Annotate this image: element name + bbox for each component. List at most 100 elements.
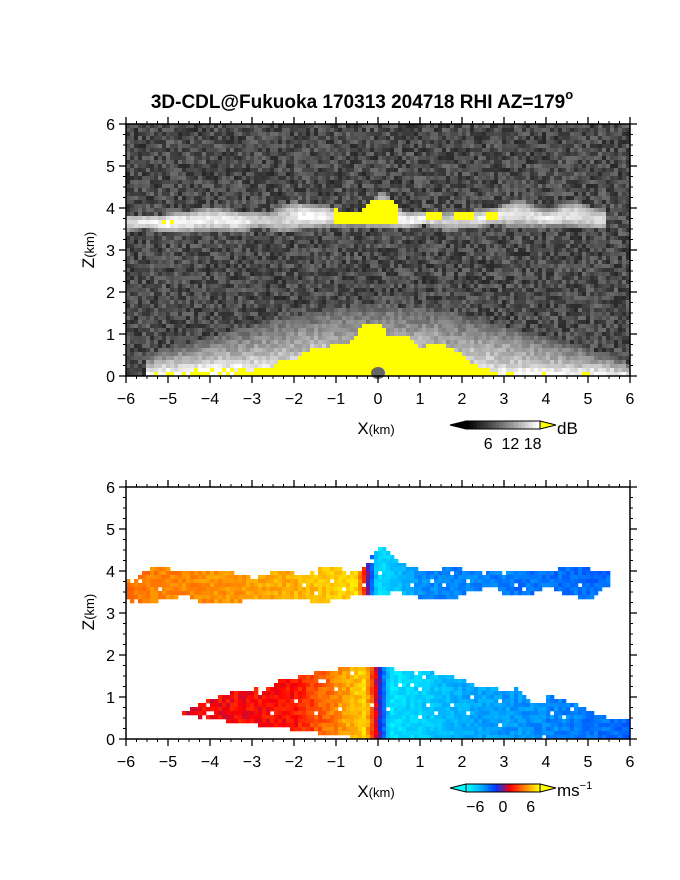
x-tick-label: −4: [201, 391, 219, 408]
velocity-colorbar: −6 0 6: [449, 783, 557, 816]
velocity-colorbar-unit: ms−1: [557, 780, 592, 800]
colorbar-swatch: [525, 784, 528, 792]
colorbar-swatch: [527, 784, 531, 792]
colorbar-low-arrow: [449, 420, 467, 430]
colorbar-swatch: [466, 784, 469, 792]
x-tick-label: −3: [243, 754, 261, 771]
colorbar-swatch: [469, 421, 474, 429]
colorbar-tick-label: 6: [526, 799, 535, 816]
colorbar-swatch: [522, 784, 526, 792]
colorbar-tick-label: −6: [466, 799, 484, 816]
reflectivity-colorbar: 6 12 18: [449, 420, 557, 453]
x-tick-label: 6: [626, 391, 635, 408]
x-tick-label: 5: [584, 391, 593, 408]
x-tick-label: 0: [374, 391, 383, 408]
y-tick-label: 3: [106, 606, 115, 623]
colorbar-swatch: [468, 784, 472, 792]
x-tick-label: −5: [159, 754, 177, 771]
colorbar-tick-label: 12: [502, 436, 520, 453]
colorbar-swatch: [503, 421, 507, 429]
x-tick-label: 3: [500, 754, 509, 771]
x-tick-label: 4: [542, 754, 551, 771]
y-tick-label: 1: [106, 327, 115, 344]
colorbar-swatch: [484, 421, 489, 429]
colorbar-swatch: [520, 784, 524, 792]
colorbar-swatch: [473, 421, 478, 429]
colorbar-swatch: [477, 421, 482, 429]
colorbar-swatch: [535, 784, 538, 792]
y-tick-label: 5: [106, 159, 115, 176]
colorbar-swatch: [515, 784, 519, 792]
colorbar-swatch: [491, 421, 496, 429]
colorbar-swatch: [512, 784, 516, 792]
x-tick-label: 1: [416, 754, 425, 771]
colorbar-swatch: [498, 784, 501, 792]
y-tick-label: 6: [106, 117, 115, 134]
x-tick-label: −6: [117, 754, 135, 771]
figure-title: 3D-CDL@Fukuoka 170313 204718 RHI AZ=179o: [151, 87, 573, 113]
colorbar-swatch: [480, 421, 485, 429]
x-tick-label: 6: [626, 754, 635, 771]
colorbar-frame: [465, 420, 541, 430]
colorbar-swatch: [485, 784, 489, 792]
colorbar-swatch: [495, 421, 500, 429]
x-tick-label: 1: [416, 391, 425, 408]
velocity-axes: −6 −5 −4 −3 −2 −1 0 1 2 3 4 5 6 0 1 2 3 4 5 6: [106, 480, 637, 771]
colorbar-swatch: [510, 421, 515, 429]
reflectivity-x-axis-label: X(km): [357, 419, 394, 438]
x-tick-label: −1: [327, 754, 345, 771]
colorbar-swatch: [517, 784, 521, 792]
x-tick-label: −2: [285, 754, 303, 771]
y-tick-label: 4: [106, 564, 115, 581]
colorbar-swatch: [500, 784, 504, 792]
colorbar-swatch: [470, 784, 474, 792]
colorbar-swatch: [507, 784, 511, 792]
colorbar-swatch: [532, 784, 536, 792]
colorbar-swatch: [530, 784, 533, 792]
colorbar-swatch: [521, 421, 526, 429]
y-tick-label: 0: [106, 732, 115, 749]
colorbar-swatch: [488, 421, 493, 429]
colorbar-swatch: [517, 421, 522, 429]
colorbar-swatch: [499, 421, 504, 429]
colorbar-swatch: [532, 421, 537, 429]
colorbar-low-arrow: [449, 783, 467, 793]
x-tick-label: 5: [584, 754, 593, 771]
colorbar-swatch: [466, 421, 470, 429]
y-tick-label: 0: [106, 369, 115, 386]
x-tick-label: 2: [458, 391, 467, 408]
reflectivity-colorbar-unit: dB: [557, 419, 578, 438]
colorbar-swatch: [493, 784, 496, 792]
y-tick-label: 3: [106, 243, 115, 260]
colorbar-swatch: [525, 421, 530, 429]
colorbar-swatch: [495, 784, 499, 792]
y-tick-label: 6: [106, 480, 115, 497]
x-tick-label: 0: [374, 754, 383, 771]
colorbar-swatch: [510, 784, 514, 792]
y-tick-label: 5: [106, 522, 115, 539]
x-tick-label: −4: [201, 754, 219, 771]
y-tick-label: 2: [106, 285, 115, 302]
colorbar-tick-label: 6: [484, 436, 493, 453]
reflectivity-axes: −6 −5 −4 −3 −2 −1 0 1 2 3 4 5 6 0 1 2 3 4 5 6: [106, 117, 637, 408]
velocity-panel: −6 −5 −4 −3 −2 −1 0 1 2 3 4 5 6 0 1 2 3 4 5 6 X(km) Z(km) −…: [79, 480, 637, 816]
velocity-image: [126, 547, 631, 740]
colorbar-swatch: [478, 784, 482, 792]
reflectivity-y-axis-label: Z(km): [79, 232, 98, 268]
colorbar-swatch: [475, 784, 479, 792]
reflectivity-image: [126, 124, 631, 379]
y-tick-label: 1: [106, 690, 115, 707]
velocity-y-axis-label: Z(km): [79, 594, 98, 630]
x-tick-label: 3: [500, 391, 509, 408]
colorbar-swatch: [514, 421, 519, 429]
colorbar-tick-label: 0: [499, 799, 508, 816]
colorbar-swatch: [537, 784, 541, 792]
x-tick-label: 4: [542, 391, 551, 408]
colorbar-high-arrow: [539, 783, 557, 793]
colorbar-swatch: [490, 784, 494, 792]
y-tick-label: 2: [106, 648, 115, 665]
y-tick-label: 4: [106, 201, 115, 218]
x-tick-label: −2: [285, 391, 303, 408]
colorbar-swatch: [536, 421, 541, 429]
